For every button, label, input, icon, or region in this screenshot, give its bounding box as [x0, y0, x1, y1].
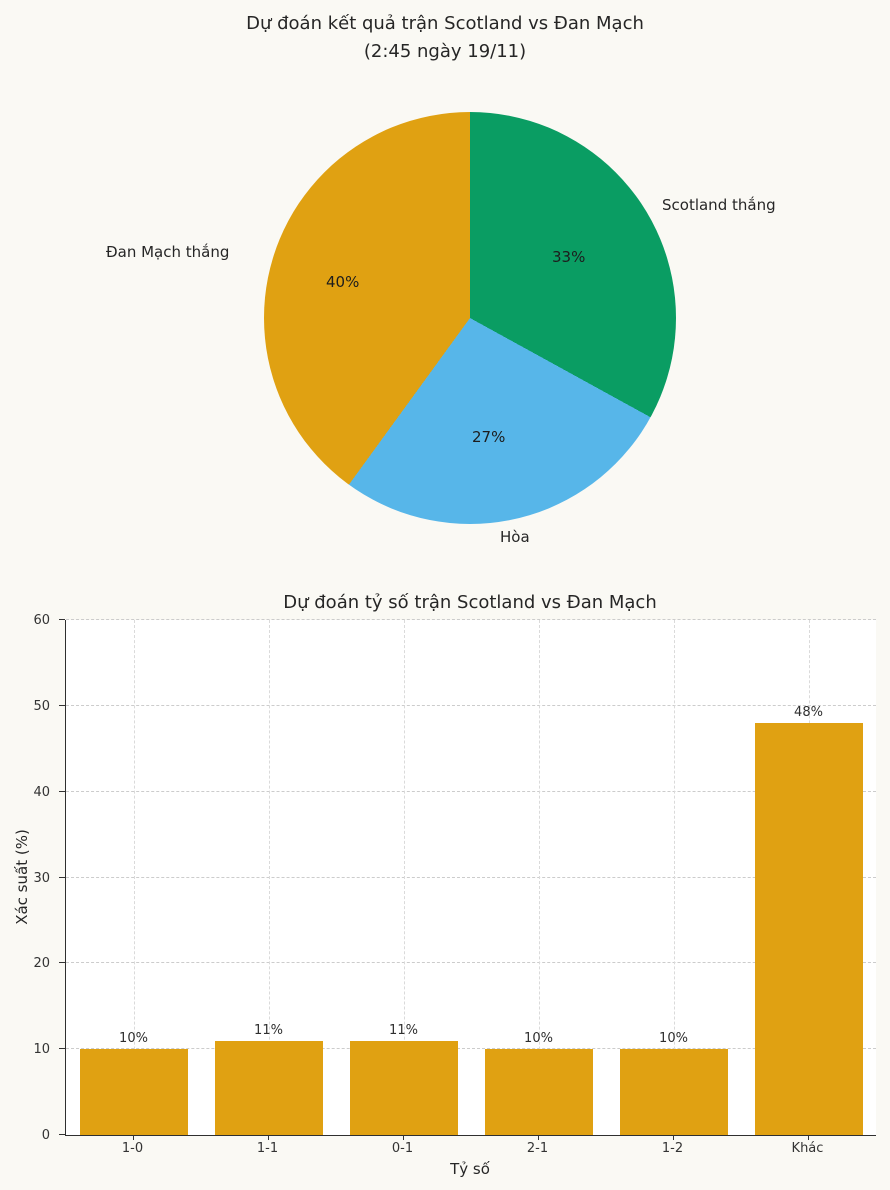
y-tick-mark: [59, 876, 65, 878]
x-tick-label: 2-1: [470, 1134, 605, 1156]
bar: [349, 1040, 458, 1135]
bar-value-label: 11%: [254, 1022, 283, 1038]
pie-slice-label-hoa: Hòa: [500, 528, 530, 546]
bars: 10% 11% 11% 10% 10% 48%: [66, 620, 876, 1135]
v-gridline: [133, 620, 135, 1135]
y-tick-mark: [59, 1048, 65, 1050]
pie-chart-title: Dự đoán kết quả trận Scotland vs Đan Mạc…: [0, 10, 890, 66]
y-ticks: 0 10 20 30 40 50 60: [8, 613, 58, 1143]
pie-chart-title-line1: Dự đoán kết quả trận Scotland vs Đan Mạc…: [246, 13, 644, 34]
pie-circle: [264, 112, 676, 524]
bar: [484, 1049, 593, 1135]
v-gridline: [673, 620, 675, 1135]
y-tick-label: 20: [33, 956, 50, 972]
bar-chart-title: Dự đoán tỷ số trận Scotland vs Đan Mạch: [283, 592, 657, 613]
bar-plot-area: 10% 11% 11% 10% 10% 48%: [65, 619, 876, 1136]
h-gridline: [66, 704, 876, 706]
h-gridline: [66, 962, 876, 964]
h-gridline: [66, 876, 876, 878]
gridlines: [66, 619, 876, 1135]
bar-value-label: 10%: [119, 1031, 148, 1047]
v-gridline: [268, 620, 270, 1135]
pie-slice-percent-hoa: 27%: [472, 428, 506, 446]
h-gridline: [66, 790, 876, 792]
pie-slice-percent-scotland-thang: 33%: [552, 248, 586, 266]
x-axis-title: Tỷ số: [450, 1160, 490, 1178]
bar: [754, 723, 863, 1135]
v-gridline: [538, 620, 540, 1135]
y-tick-label: 50: [33, 698, 50, 714]
y-tick-mark: [59, 1134, 65, 1135]
bar-value-label: 10%: [524, 1031, 553, 1047]
y-tickmarks: [59, 619, 65, 1135]
y-tick-label: 30: [33, 870, 50, 886]
bar-slot: 10%: [606, 620, 741, 1135]
y-tick-mark: [59, 619, 65, 620]
bar-value-label: 10%: [659, 1031, 688, 1047]
bar: [619, 1049, 728, 1135]
y-tick-label: 0: [41, 1128, 50, 1143]
y-tick-mark: [59, 962, 65, 964]
x-tick-label: 1-0: [65, 1134, 200, 1156]
y-tick-mark: [59, 704, 65, 706]
y-tick-label: 40: [33, 784, 50, 800]
bar-slot: 10%: [471, 620, 606, 1135]
bar-slot: 11%: [201, 620, 336, 1135]
x-tick-labels: 1-0 1-1 0-1 2-1 1-2 Khác: [65, 1134, 875, 1156]
bar-value-label: 48%: [794, 705, 823, 720]
x-tick-label: 0-1: [335, 1134, 470, 1156]
y-tick-mark: [59, 790, 65, 792]
h-gridline: [66, 619, 876, 620]
x-tick-label: 1-1: [200, 1134, 335, 1156]
bar: [214, 1040, 323, 1135]
v-gridline: [403, 620, 405, 1135]
pie-slice-label-scotland-thang: Scotland thắng: [662, 196, 776, 214]
bar-slot: 10%: [66, 620, 201, 1135]
bar: [79, 1049, 188, 1135]
bar-slot: 48%: [741, 620, 876, 1135]
x-tick-label: 1-2: [605, 1134, 740, 1156]
pie-slice-label-dan-mach-thang: Đan Mạch thắng: [106, 243, 230, 261]
bar-slot: 11%: [336, 620, 471, 1135]
h-gridline: [66, 1048, 876, 1050]
x-tick-label: Khác: [740, 1134, 875, 1156]
pie-chart-title-line2: (2:45 ngày 19/11): [363, 40, 527, 62]
bar-value-label: 11%: [389, 1022, 418, 1038]
pie-slice-percent-dan-mach-thang: 40%: [326, 273, 360, 291]
y-tick-label: 60: [33, 613, 50, 628]
y-tick-label: 10: [33, 1042, 50, 1058]
